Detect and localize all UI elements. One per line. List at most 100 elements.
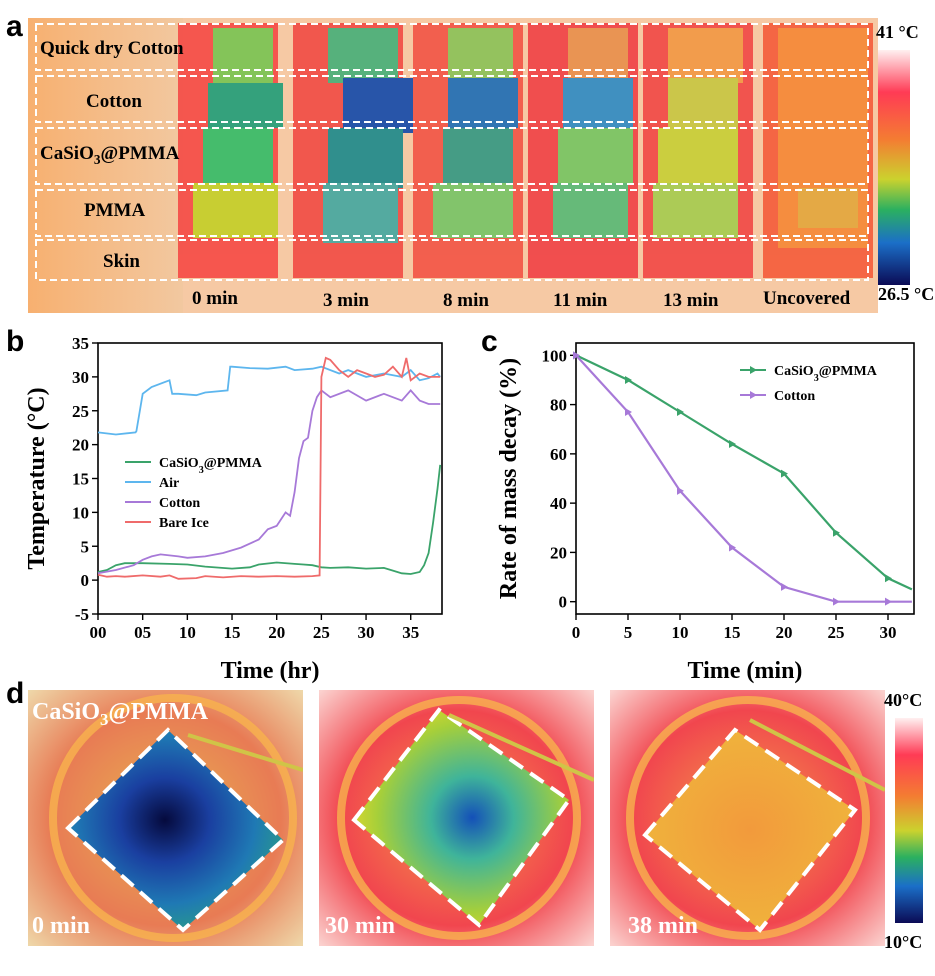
- y-tick-label: 100: [542, 346, 568, 365]
- col-label-8min: 8 min: [443, 290, 489, 311]
- x-tick-label: 05: [134, 623, 151, 642]
- x-tick-label: 00: [90, 623, 107, 642]
- row-label-pmma: PMMA: [84, 200, 146, 221]
- data-point: [573, 351, 580, 360]
- x-tick-label: 30: [358, 623, 375, 642]
- data-point: [885, 597, 892, 606]
- dashed-square-d3: [642, 727, 858, 933]
- y-tick-label: 0: [559, 593, 568, 612]
- overlay-label-casio3: CaSiO3@PMMA: [32, 699, 209, 729]
- colorbar-a-max: 41 °C: [876, 22, 919, 42]
- legend-label: Bare Ice: [159, 516, 209, 531]
- thermal-image-a: [28, 18, 878, 313]
- col-label-uncovered: Uncovered: [763, 288, 851, 309]
- colorbar-a-min: 26.5 °C: [878, 284, 935, 304]
- data-point: [781, 469, 788, 478]
- colorbar-d-min: 10°C: [884, 932, 923, 952]
- row-box-pmma: [35, 189, 869, 237]
- row-box-casio3: [35, 127, 869, 185]
- data-point: [833, 528, 840, 537]
- y-tick-label: 60: [550, 445, 567, 464]
- colorbar-a: [878, 50, 910, 285]
- x-tick-label: 5: [624, 623, 633, 642]
- legend-label: Cotton: [159, 496, 200, 511]
- y-tick-label: 20: [72, 436, 89, 455]
- panel-label-b: b: [6, 325, 25, 358]
- series-line-casio3-pmma: [575, 354, 913, 591]
- legend-label: Air: [159, 476, 179, 491]
- x-tick-label: 35: [402, 623, 419, 642]
- series-line-casio3-pmma: [97, 464, 442, 575]
- panel-label-d: d: [6, 677, 25, 710]
- x-tick-label: 25: [828, 623, 845, 642]
- row-box-quick-dry: [35, 23, 869, 71]
- data-point: [729, 440, 736, 449]
- row-box-cotton: [35, 75, 869, 123]
- x-tick-label: 0: [572, 623, 581, 642]
- plot-frame: [575, 342, 915, 615]
- row-label-skin: Skin: [103, 251, 140, 272]
- time-label-30min: 30 min: [325, 913, 396, 939]
- data-point: [729, 543, 736, 552]
- y-tick-label: 15: [72, 470, 89, 489]
- row-label-quick-dry-cotton: Quick dry Cotton: [40, 38, 184, 59]
- data-point: [625, 375, 632, 384]
- colorbar-d: [895, 718, 923, 923]
- y-tick-label: 35: [72, 334, 89, 353]
- thermal-image-d2: [319, 690, 594, 946]
- y-tick-label: 20: [550, 543, 567, 562]
- y-axis-label: Temperature (°C): [24, 387, 50, 569]
- data-point: [833, 597, 840, 606]
- series-line-bare-ice: [97, 356, 441, 580]
- data-point: [677, 407, 684, 416]
- x-tick-label: 15: [724, 623, 741, 642]
- x-tick-label: 20: [776, 623, 793, 642]
- plot-frame: [97, 342, 443, 615]
- x-tick-label: 15: [224, 623, 241, 642]
- x-tick-label: 10: [672, 623, 689, 642]
- col-label-13min: 13 min: [663, 290, 719, 311]
- col-label-3min: 3 min: [323, 290, 369, 311]
- x-axis-label: Time (min): [688, 658, 803, 684]
- time-label-38min: 38 min: [628, 913, 699, 939]
- y-tick-label: 25: [72, 402, 89, 421]
- x-axis-label: Time (hr): [221, 658, 320, 684]
- legend-marker: [750, 366, 757, 374]
- x-tick-label: 30: [880, 623, 897, 642]
- row-label-casio3-pmma: CaSiO3@PMMA: [40, 143, 180, 167]
- y-tick-label: 10: [72, 503, 89, 522]
- y-tick-label: 40: [550, 494, 567, 513]
- col-label-11min: 11 min: [553, 290, 608, 311]
- mass-decay-chart: 0 5 10 15 20 25 30 0 20 40 60 80 100 Time (min) Rate o…: [496, 342, 915, 684]
- x-tick-label: 25: [313, 623, 330, 642]
- arm-strip-0min: [178, 23, 283, 278]
- y-tick-label: 80: [550, 396, 567, 415]
- row-label-cotton: Cotton: [86, 91, 142, 112]
- y-tick-label: 5: [81, 537, 90, 556]
- panel-label-c: c: [481, 325, 498, 358]
- legend-label: CaSiO3@PMMA: [159, 456, 263, 476]
- thermal-image-d1: [28, 690, 303, 946]
- dashed-square-d2: [351, 707, 572, 928]
- y-tick-label: 0: [81, 571, 90, 590]
- thermal-image-d3: [610, 690, 885, 946]
- data-point: [781, 582, 788, 591]
- y-tick-label: 30: [72, 368, 89, 387]
- legend-label: CaSiO3@PMMA: [774, 364, 878, 384]
- panel-label-a: a: [6, 10, 23, 43]
- data-point: [625, 407, 632, 416]
- legend-label: Cotton: [774, 389, 815, 404]
- x-tick-label: 20: [268, 623, 285, 642]
- legend-marker: [750, 391, 757, 399]
- data-point: [677, 486, 684, 495]
- y-tick-label: -5: [75, 605, 89, 624]
- dashed-square-d1: [65, 727, 286, 933]
- series-line-air: [97, 365, 441, 436]
- colorbar-d-max: 40°C: [884, 690, 923, 710]
- col-label-0min: 0 min: [192, 288, 238, 309]
- data-point: [885, 574, 892, 583]
- series-line-cotton: [575, 354, 912, 603]
- x-tick-label: 10: [179, 623, 196, 642]
- row-box-skin: [35, 239, 869, 281]
